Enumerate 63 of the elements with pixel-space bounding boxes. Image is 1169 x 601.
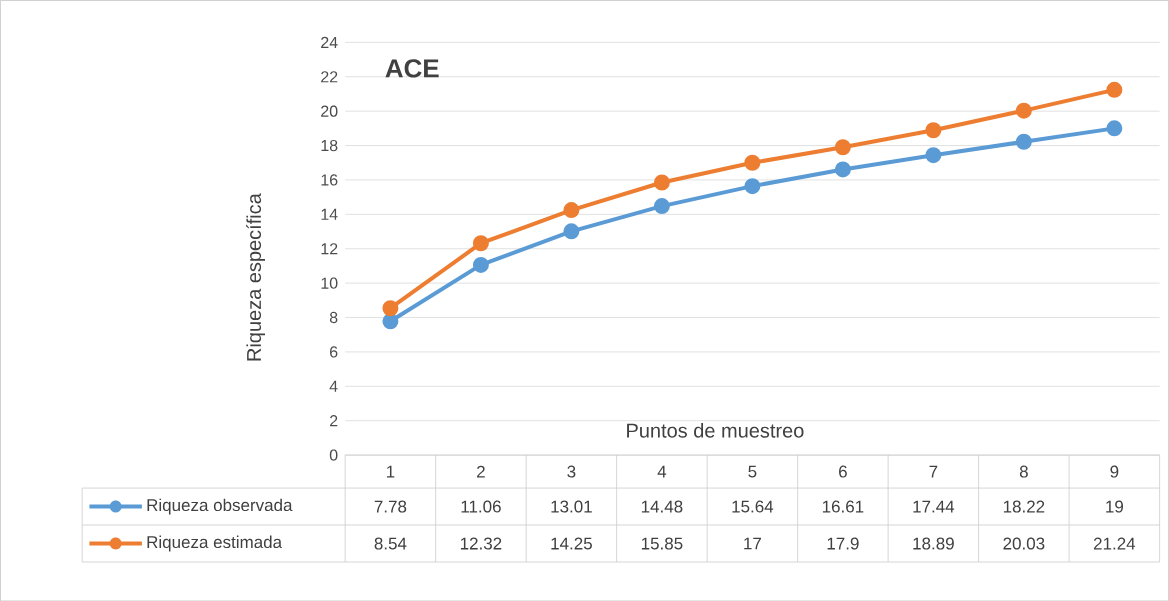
y-tick-label: 8 [329,311,338,323]
x-tick-label: 6 [839,465,847,478]
x-tick-label: 1 [386,465,395,478]
data-label: 18.89 [913,537,954,550]
point [1015,102,1032,119]
data-label: 13.01 [551,500,592,513]
legend-label: Riqueza estimada [147,535,283,552]
data-label: 8.54 [374,537,407,550]
data-label: 16.61 [822,500,864,513]
y-tick-label: 2 [330,414,338,427]
point [1106,81,1123,98]
x-tick-label: 2 [477,465,485,478]
y-tick-label: 22 [321,71,338,83]
point [1106,120,1123,137]
y-tick-label: 12 [321,242,338,255]
point [653,174,670,191]
x-tick-label: 9 [1110,465,1119,478]
y-tick-label: 0 [329,449,338,461]
data-label: 11.06 [461,500,501,513]
data-label: 19 [1106,500,1124,513]
y-tick-label: 24 [321,36,338,48]
x-axis-title: Puntos de muestreo [627,422,804,438]
data-label: 21.24 [1093,537,1136,550]
legend-label: Riqueza observada [147,498,293,515]
point [653,197,670,214]
point [382,300,399,317]
point [925,147,942,163]
y-tick-label: 18 [321,139,338,152]
x-tick-label: 3 [567,465,576,478]
data-label: 14.25 [551,537,592,550]
y-tick-label: 20 [321,105,338,117]
x-tick-label: 7 [929,465,938,478]
y-tick-label: 4 [329,380,338,392]
y-tick-label: 14 [321,208,338,220]
y-tick-label: 16 [321,174,338,186]
point [1015,133,1032,150]
data-label: 15.85 [641,537,683,550]
point [563,223,580,240]
data-label: 17.44 [913,500,955,513]
data-label: 7.78 [374,500,407,513]
point [834,161,851,178]
data-label: 17.9 [827,537,859,550]
y-tick-label: 10 [321,277,338,289]
data-label: 14.48 [641,500,683,513]
x-tick-label: 8 [1019,465,1028,478]
point [925,122,942,139]
point [382,313,399,330]
point [834,139,851,156]
text: ACE [385,58,439,78]
data-label: 20.03 [1003,537,1045,550]
point [563,201,580,218]
y-axis-title: Riqueza específica [246,193,265,361]
data-label: 12.32 [460,537,502,550]
data-label: 17 [744,537,761,550]
x-tick-label: 4 [657,465,667,478]
point [744,154,761,171]
y-tick-label: 6 [330,346,338,358]
data-label: 18.22 [1003,500,1045,513]
point [744,177,761,194]
point [472,256,489,273]
x-tick-label: 5 [748,465,757,478]
point [472,235,489,252]
data-label: 15.64 [732,500,774,513]
